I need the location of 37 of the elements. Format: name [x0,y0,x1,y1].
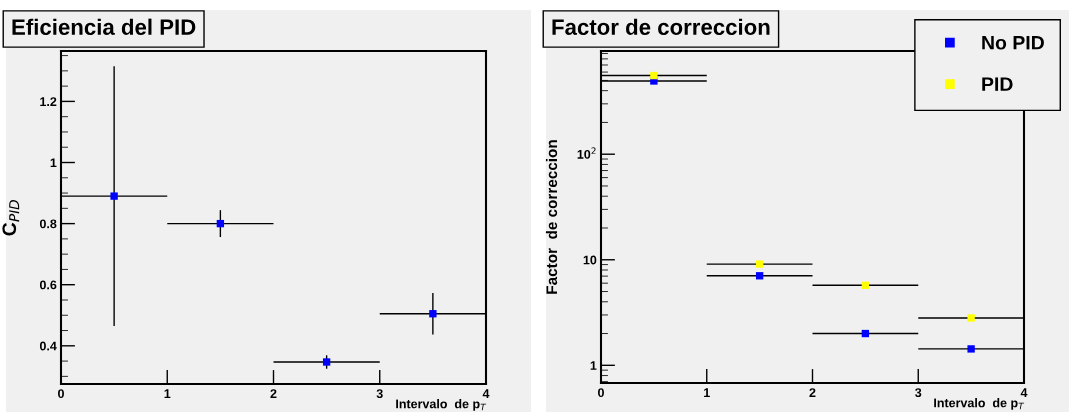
x-tick-label: 0 [598,388,604,398]
point [967,314,975,322]
y-tick-label: 1 [50,158,57,168]
x-tick-label: 0 [58,389,64,399]
point [755,260,764,268]
chart-title: Eficiencia del PID [12,18,196,35]
y-tick-label: 1 [590,361,597,370]
legend-label: PID [982,77,1013,91]
y-axis-title: C$_{PID}$ [2,199,20,236]
point [861,281,870,289]
x-tick-label: 4 [482,389,490,398]
y-tick-label: 1.2 [40,97,57,106]
y-tick-label: 10 [583,255,597,265]
y-tick-label: 10$^{2}$ [577,147,596,159]
x-axis-title: Intervalo de p$_{T}$ [934,398,1025,410]
point [322,358,331,366]
x-tick-label: 1 [704,388,710,397]
x-tick-label: 1 [164,389,171,398]
point [429,310,437,318]
point [110,192,118,200]
point [650,71,658,80]
point [216,219,225,228]
x-tick-label: 2 [809,388,816,397]
point [755,272,764,280]
x-tick-label: 2 [270,389,277,398]
point [967,345,975,353]
x-tick-label: 4 [1020,388,1028,397]
y-tick-label: 0.6 [39,280,57,290]
x-tick-label: 3 [915,388,922,398]
point [861,329,870,338]
x-tick-label: 3 [376,389,383,399]
x-axis-title: Intervalo de p$_{T}$ [396,399,487,411]
chart-title: Factor de correccion [552,18,770,35]
y-axis-title: Factor de correccion [545,140,558,294]
y-tick-label: 0.4 [39,341,57,351]
legend-label: No PID [982,35,1044,50]
y-tick-label: 0.8 [39,219,57,229]
